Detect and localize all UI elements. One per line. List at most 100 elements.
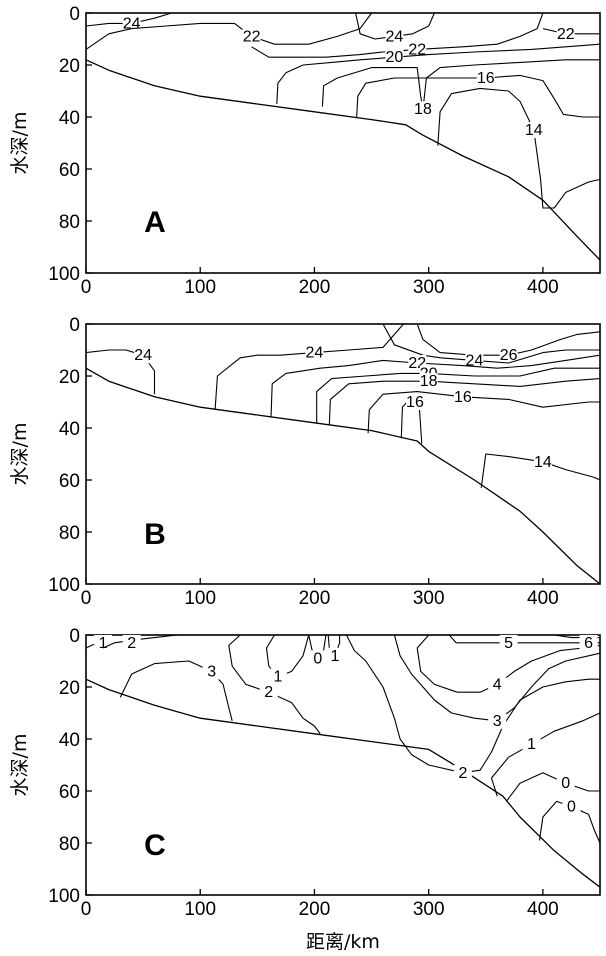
contour-label: 2 xyxy=(264,684,273,701)
plot-frame xyxy=(85,634,601,896)
contour-line xyxy=(490,712,601,797)
y-tick-label: 40 xyxy=(59,108,80,129)
contour-label-halo xyxy=(524,122,543,138)
y-axis-label: 水深/m xyxy=(9,423,31,486)
contour-label-halo xyxy=(405,394,424,410)
x-tick-label: 100 xyxy=(184,899,216,920)
contour-label-halo xyxy=(419,373,438,390)
contour-label: 18 xyxy=(414,101,432,118)
contour-label-halo xyxy=(202,663,221,680)
contour-line xyxy=(437,87,601,209)
contour-label-halo xyxy=(476,70,495,86)
contour-label: 3 xyxy=(493,713,502,730)
panel-b: 0100200300400020406080100水深/m24242624222… xyxy=(9,315,601,609)
contour-label-halo xyxy=(562,798,581,815)
y-tick-label: 100 xyxy=(48,575,80,596)
y-tick-label: 0 xyxy=(69,4,80,25)
contour-label: 5 xyxy=(504,635,513,652)
contour-line xyxy=(321,59,600,110)
contour-label: 24 xyxy=(386,28,404,45)
contour-label: 22 xyxy=(243,28,261,45)
contour-line xyxy=(505,772,600,802)
y-tick-label: 0 xyxy=(69,626,80,647)
y-tick-label: 80 xyxy=(59,834,80,855)
seabed-line xyxy=(85,678,601,888)
contour-label: 4 xyxy=(493,676,502,693)
plot-frame xyxy=(85,323,601,585)
contour-label-halo xyxy=(453,388,472,405)
contour-label-halo xyxy=(134,347,153,364)
contour-label: 14 xyxy=(534,454,552,471)
contour-label: 16 xyxy=(406,394,424,411)
contour-label: 1 xyxy=(273,669,282,686)
y-tick-label: 40 xyxy=(59,730,80,751)
x-tick-label: 400 xyxy=(527,277,559,298)
contour-label-halo xyxy=(242,28,261,45)
contour-label-halo xyxy=(408,41,427,58)
contour-label: 22 xyxy=(408,41,426,58)
y-axis-label: 水深/m xyxy=(9,734,31,797)
contour-label-halo xyxy=(385,28,404,45)
contour-label-halo xyxy=(385,49,404,66)
contour-label-halo xyxy=(488,676,507,693)
contour-label: 1 xyxy=(99,635,108,652)
contour-label-halo xyxy=(326,647,345,664)
contour-line xyxy=(448,634,600,644)
contour-label: 2 xyxy=(458,765,467,782)
x-tick-label: 400 xyxy=(527,899,559,920)
contour-label-halo xyxy=(522,736,541,753)
contour-label-halo xyxy=(305,344,324,361)
contour-label-halo xyxy=(533,453,552,470)
contour-label-halo xyxy=(556,775,575,792)
y-tick-label: 20 xyxy=(59,56,80,77)
contour-label: 2 xyxy=(127,635,136,652)
contour-label-halo xyxy=(579,635,598,651)
contour-label-halo xyxy=(453,764,472,781)
contour-line xyxy=(119,660,233,721)
contour-label-halo xyxy=(259,684,278,701)
x-tick-label: 0 xyxy=(81,899,92,920)
x-tick-label: 400 xyxy=(527,588,559,609)
x-tick-label: 0 xyxy=(81,277,92,298)
contour-line xyxy=(276,43,601,105)
contour-label: 16 xyxy=(454,389,472,406)
panel-letter: A xyxy=(144,206,166,239)
contour-label-halo xyxy=(499,635,518,651)
y-tick-label: 60 xyxy=(59,160,80,181)
contour-label: 22 xyxy=(557,26,575,43)
contour-label: 3 xyxy=(207,663,216,680)
plot-frame xyxy=(85,12,601,274)
contour-line xyxy=(316,367,600,423)
x-axis-label: 距离/km xyxy=(306,931,380,953)
contour-label: 26 xyxy=(500,347,518,364)
x-tick-label: 0 xyxy=(81,588,92,609)
x-tick-label: 300 xyxy=(413,899,445,920)
contour-label-halo xyxy=(94,635,113,651)
contour-line xyxy=(214,323,404,410)
contour-line xyxy=(270,354,601,418)
contour-label: 0 xyxy=(313,650,322,667)
contour-label: 16 xyxy=(477,70,495,87)
y-tick-label: 100 xyxy=(48,886,80,907)
contour-label-halo xyxy=(268,668,287,685)
contour-label: 1 xyxy=(527,736,536,753)
y-tick-label: 80 xyxy=(59,212,80,233)
contour-label-halo xyxy=(556,25,575,42)
y-tick-label: 100 xyxy=(48,264,80,285)
x-tick-label: 100 xyxy=(184,277,216,298)
contour-label: 6 xyxy=(584,635,593,652)
contour-line xyxy=(367,391,600,434)
y-axis-label: 水深/m xyxy=(9,112,31,175)
y-tick-label: 60 xyxy=(59,782,80,803)
seabed-line xyxy=(85,59,601,261)
panel-letter: C xyxy=(144,829,166,862)
contour-label: 18 xyxy=(420,373,438,390)
x-tick-label: 300 xyxy=(413,588,445,609)
contour-label: 24 xyxy=(134,347,152,364)
contour-label: 14 xyxy=(525,122,543,139)
contour-label-halo xyxy=(413,101,432,118)
y-tick-label: 20 xyxy=(59,367,80,388)
contour-label: 0 xyxy=(567,799,576,816)
y-tick-label: 0 xyxy=(69,315,80,336)
